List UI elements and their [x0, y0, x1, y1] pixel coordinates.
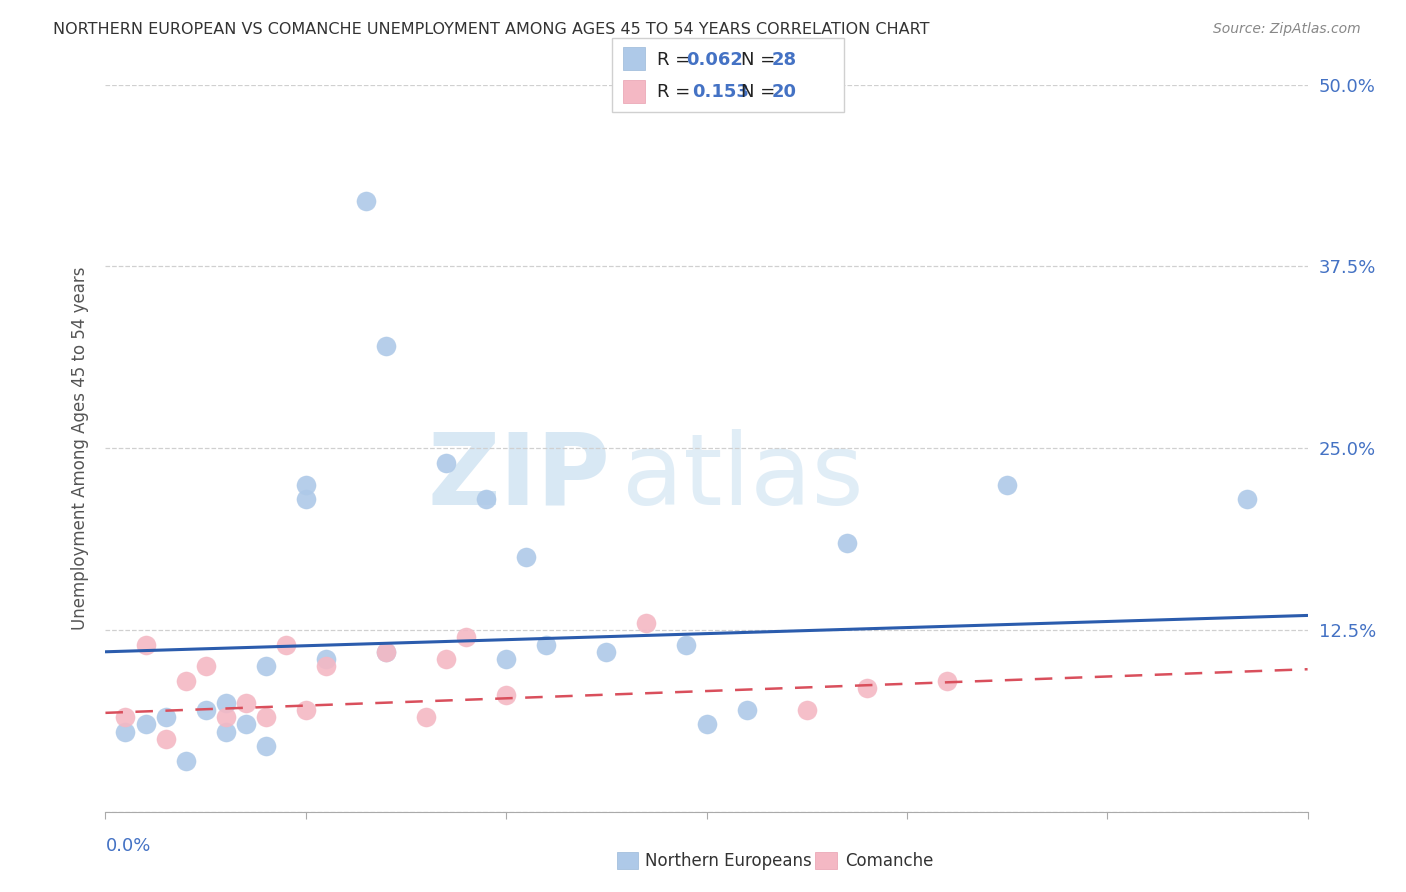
- Text: N =: N =: [741, 51, 780, 69]
- Point: [936, 673, 959, 688]
- Point: [214, 696, 236, 710]
- Point: [835, 535, 858, 549]
- Point: [295, 703, 318, 717]
- Point: [636, 615, 658, 630]
- Point: [315, 652, 337, 666]
- Point: [155, 710, 177, 724]
- Text: R =: R =: [657, 51, 696, 69]
- Point: [595, 645, 617, 659]
- Point: [135, 638, 157, 652]
- Point: [174, 673, 197, 688]
- Text: Northern Europeans: Northern Europeans: [645, 852, 813, 870]
- Point: [194, 659, 217, 673]
- Point: [855, 681, 877, 695]
- Text: ZIP: ZIP: [427, 429, 610, 525]
- Point: [274, 638, 297, 652]
- Point: [315, 659, 337, 673]
- Point: [534, 638, 557, 652]
- Point: [295, 492, 318, 507]
- Point: [796, 703, 818, 717]
- Point: [295, 477, 318, 491]
- Text: NORTHERN EUROPEAN VS COMANCHE UNEMPLOYMENT AMONG AGES 45 TO 54 YEARS CORRELATION: NORTHERN EUROPEAN VS COMANCHE UNEMPLOYME…: [53, 22, 929, 37]
- Text: 20: 20: [772, 83, 797, 101]
- Point: [1236, 492, 1258, 507]
- Point: [374, 339, 398, 353]
- Point: [434, 652, 457, 666]
- Point: [475, 492, 498, 507]
- Point: [254, 739, 277, 754]
- Text: 0.062: 0.062: [686, 51, 742, 69]
- Point: [254, 659, 277, 673]
- Point: [114, 724, 136, 739]
- Point: [995, 477, 1018, 491]
- Point: [696, 717, 718, 731]
- Point: [374, 645, 398, 659]
- Point: [235, 696, 257, 710]
- Point: [235, 717, 257, 731]
- Point: [735, 703, 758, 717]
- Point: [354, 194, 377, 208]
- Point: [135, 717, 157, 731]
- Text: 0.0%: 0.0%: [105, 838, 150, 855]
- Point: [254, 710, 277, 724]
- Point: [515, 550, 537, 565]
- Point: [114, 710, 136, 724]
- Point: [434, 456, 457, 470]
- Point: [454, 630, 477, 644]
- Point: [155, 731, 177, 746]
- Text: N =: N =: [741, 83, 780, 101]
- Point: [415, 710, 437, 724]
- Point: [214, 724, 236, 739]
- Text: 28: 28: [772, 51, 797, 69]
- Point: [214, 710, 236, 724]
- Text: Source: ZipAtlas.com: Source: ZipAtlas.com: [1213, 22, 1361, 37]
- Point: [495, 652, 517, 666]
- Text: Comanche: Comanche: [845, 852, 934, 870]
- Point: [675, 638, 697, 652]
- Y-axis label: Unemployment Among Ages 45 to 54 years: Unemployment Among Ages 45 to 54 years: [70, 267, 89, 630]
- Text: 0.153: 0.153: [692, 83, 748, 101]
- Text: R =: R =: [657, 83, 702, 101]
- Point: [194, 703, 217, 717]
- Point: [174, 754, 197, 768]
- Text: atlas: atlas: [623, 429, 865, 525]
- Point: [374, 645, 398, 659]
- Point: [495, 689, 517, 703]
